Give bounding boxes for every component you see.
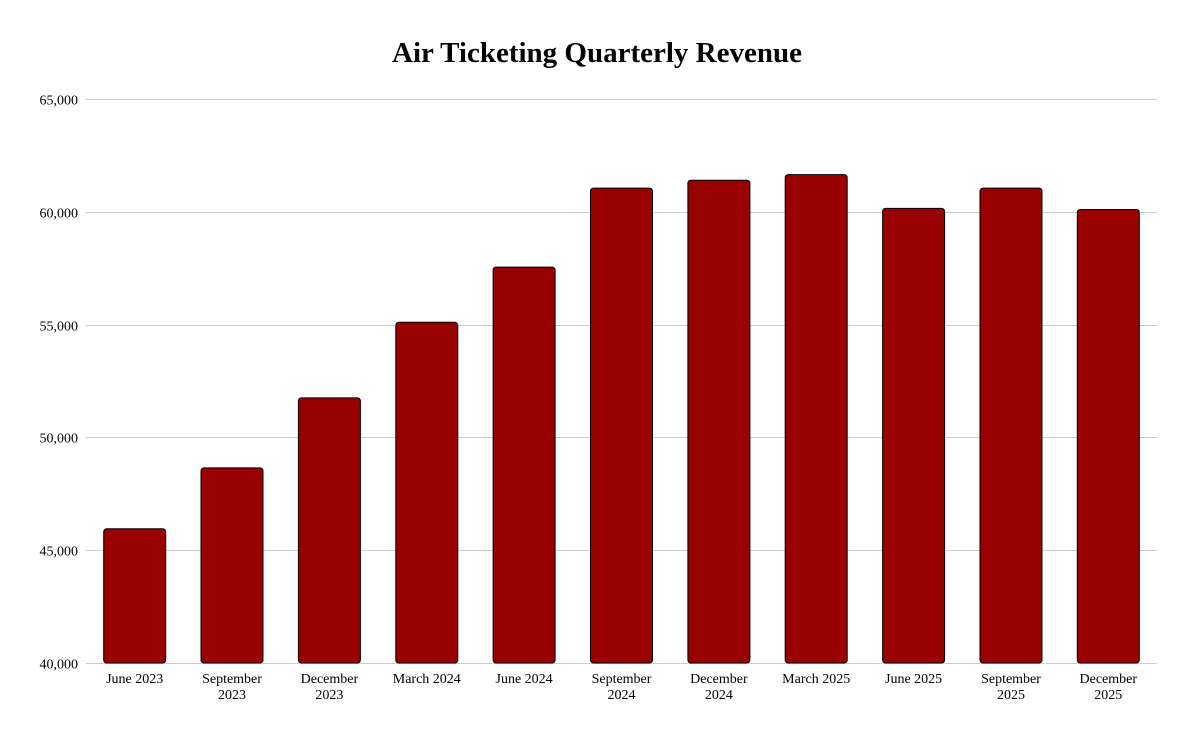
chart-title: Air Ticketing Quarterly Revenue — [392, 37, 802, 69]
x-tick-label-line: March 2025 — [782, 672, 850, 687]
x-tick-label: December 2024 — [690, 672, 748, 703]
bar — [979, 187, 1043, 664]
x-tick-label: March 2025 — [782, 672, 850, 687]
x-tick-label: December 2023 — [301, 672, 359, 703]
x-tick-label: September 2025 — [981, 672, 1041, 703]
bar — [1076, 209, 1140, 664]
y-tick-label: 55,000 — [40, 320, 79, 335]
x-tick-label-line: September — [592, 672, 652, 687]
x-tick-label-line: 2024 — [608, 688, 636, 703]
y-tick-label: 45,000 — [40, 545, 79, 560]
x-tick-label: September 2024 — [592, 672, 652, 703]
x-tick-label-line: 2025 — [997, 688, 1025, 703]
x-tick-label: September 2023 — [202, 672, 262, 703]
x-tick-label-line: June 2023 — [106, 672, 163, 687]
bar — [687, 179, 751, 664]
bar — [200, 467, 264, 664]
x-tick-label-line: June 2025 — [885, 672, 942, 687]
x-tick-label: June 2024 — [496, 672, 553, 687]
bar — [882, 207, 946, 664]
x-tick-label-line: December — [1080, 672, 1138, 687]
x-tick-label-line: 2025 — [1094, 688, 1122, 703]
x-tick-label: June 2023 — [106, 672, 163, 687]
x-tick-label-line: 2023 — [315, 688, 343, 703]
y-tick-label: 65,000 — [40, 94, 79, 109]
bar — [103, 528, 167, 664]
x-tick-label: December 2025 — [1080, 672, 1138, 703]
y-tick-label: 60,000 — [40, 207, 79, 222]
x-tick-label-line: June 2024 — [496, 672, 553, 687]
y-axis: 40,000 45,000 50,000 55,000 60,000 65,000 — [40, 94, 79, 673]
x-tick-label-line: 2023 — [218, 688, 246, 703]
x-tick-label-line: September — [202, 672, 262, 687]
y-tick-label: 40,000 — [40, 658, 79, 673]
x-tick-label-line: December — [301, 672, 359, 687]
x-tick-label: March 2024 — [393, 672, 461, 687]
bars — [103, 174, 1140, 664]
y-tick-label: 50,000 — [40, 432, 79, 447]
x-tick-label: June 2025 — [885, 672, 942, 687]
x-tick-label-line: September — [981, 672, 1041, 687]
bar — [297, 397, 361, 664]
bar — [784, 174, 848, 664]
x-tick-label-line: 2024 — [705, 688, 733, 703]
bar — [492, 266, 556, 664]
bar — [395, 321, 459, 664]
x-tick-label-line: March 2024 — [393, 672, 461, 687]
bar — [590, 187, 653, 664]
x-tick-label-line: December — [690, 672, 748, 687]
